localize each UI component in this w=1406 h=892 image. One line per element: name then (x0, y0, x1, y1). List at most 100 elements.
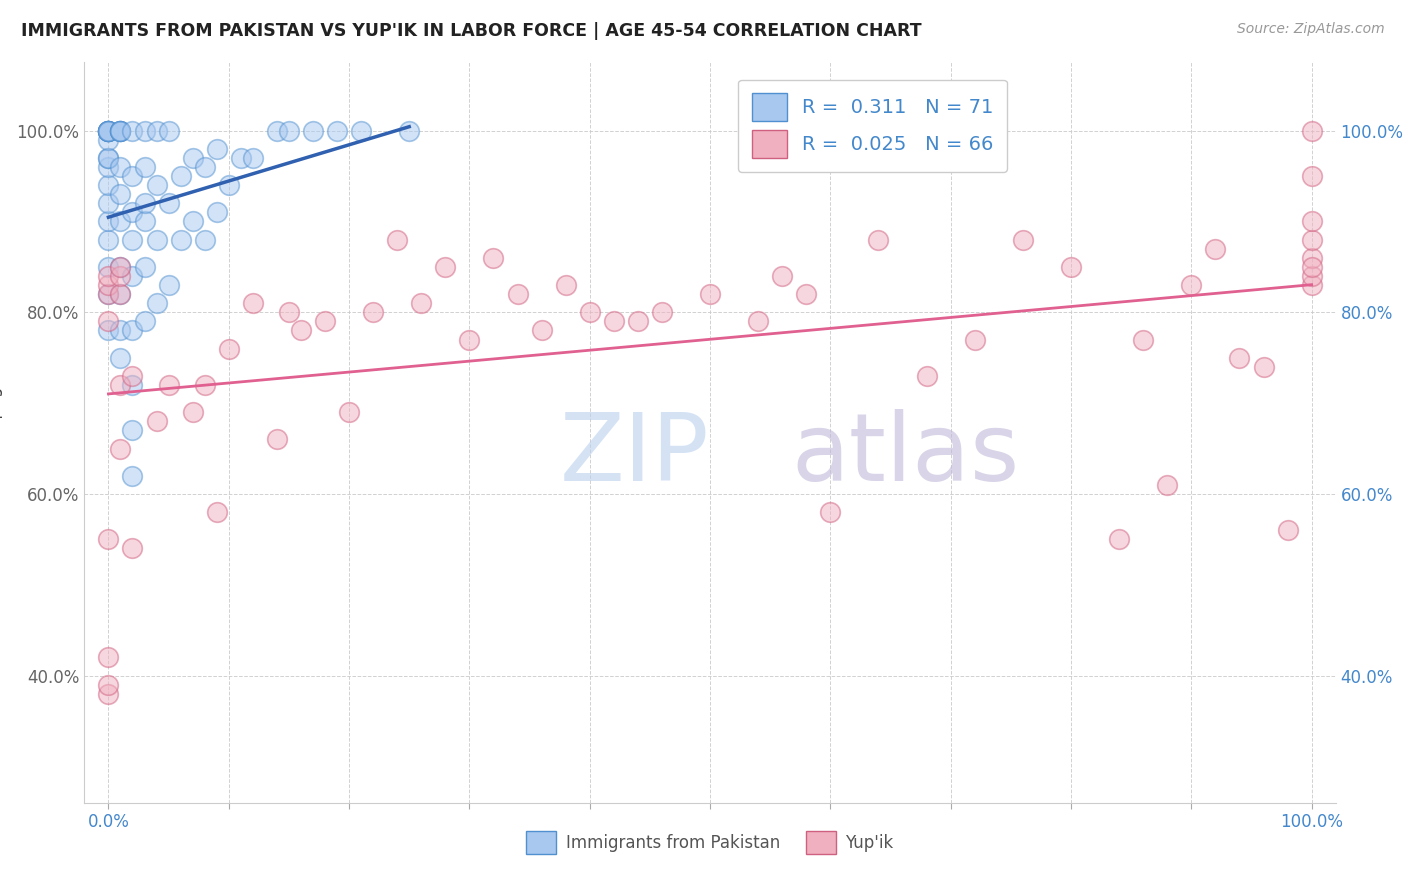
Point (218, 342, 240, 356)
Point (1301, 123, 1323, 137)
Point (121, 205, 143, 219)
Point (314, 314, 336, 328)
Point (110, 160, 132, 174)
Point (1156, 478, 1178, 492)
Point (97, 123, 120, 137)
Point (411, 296, 433, 310)
Point (145, 296, 167, 310)
Point (1132, 333, 1154, 347)
Point (627, 314, 650, 328)
Point (1301, 260, 1323, 274)
Point (145, 233, 167, 247)
Y-axis label: In Labor Force | Age 45-54: In Labor Force | Age 45-54 (0, 323, 3, 542)
Point (97, 123, 120, 137)
Point (1301, 278, 1323, 293)
Point (110, 123, 132, 137)
Point (97, 260, 120, 274)
Point (97, 278, 120, 293)
Point (1301, 251, 1323, 265)
Point (458, 333, 481, 347)
Point (194, 378, 217, 392)
Point (97, 196, 120, 211)
Point (97, 687, 120, 701)
Point (97, 151, 120, 165)
Text: IMMIGRANTS FROM PAKISTAN VS YUP'IK IN LABOR FORCE | AGE 45-54 CORRELATION CHART: IMMIGRANTS FROM PAKISTAN VS YUP'IK IN LA… (21, 22, 922, 40)
Point (145, 178, 167, 192)
Point (398, 123, 420, 137)
Point (157, 378, 180, 392)
Point (110, 287, 132, 301)
Point (110, 268, 132, 283)
Point (110, 214, 132, 228)
Point (770, 268, 793, 283)
Point (1301, 169, 1323, 183)
Point (134, 196, 156, 211)
Point (1253, 359, 1275, 374)
Point (277, 305, 299, 319)
Point (97, 178, 120, 192)
Point (97, 678, 120, 692)
Point (134, 314, 156, 328)
Point (1060, 260, 1083, 274)
Point (434, 260, 457, 274)
Point (134, 123, 156, 137)
Point (97, 268, 120, 283)
Point (110, 123, 132, 137)
Point (385, 233, 409, 247)
Legend: Immigrants from Pakistan, Yup'ik: Immigrants from Pakistan, Yup'ik (520, 824, 900, 861)
Point (242, 296, 264, 310)
Point (1301, 214, 1323, 228)
Point (97, 151, 120, 165)
Point (169, 233, 191, 247)
Point (110, 260, 132, 274)
Point (97, 123, 120, 137)
Point (266, 433, 288, 447)
Point (110, 378, 132, 392)
Point (205, 142, 228, 156)
Point (302, 123, 325, 137)
Point (145, 414, 167, 428)
Point (915, 368, 938, 383)
Point (110, 123, 132, 137)
Point (121, 368, 143, 383)
Point (794, 287, 817, 301)
Point (157, 123, 180, 137)
Point (134, 160, 156, 174)
Point (121, 468, 143, 483)
Point (97, 287, 120, 301)
Point (963, 333, 986, 347)
Point (1180, 278, 1202, 293)
Point (1301, 233, 1323, 247)
Point (97, 323, 120, 337)
Point (578, 305, 600, 319)
Point (554, 278, 576, 293)
Point (868, 233, 890, 247)
Point (482, 251, 505, 265)
Point (157, 196, 180, 211)
Point (326, 123, 349, 137)
Point (121, 169, 143, 183)
Point (277, 123, 299, 137)
Point (110, 287, 132, 301)
Point (242, 151, 264, 165)
Text: ZIP: ZIP (560, 409, 710, 500)
Point (97, 533, 120, 547)
Point (121, 323, 143, 337)
Point (145, 123, 167, 137)
Point (820, 505, 842, 519)
Point (97, 160, 120, 174)
Point (134, 214, 156, 228)
Point (157, 278, 180, 293)
Point (603, 314, 626, 328)
Point (121, 541, 143, 556)
Point (181, 151, 204, 165)
Point (1204, 242, 1226, 256)
Point (97, 287, 120, 301)
Point (699, 287, 721, 301)
Point (1277, 523, 1299, 537)
Point (506, 287, 529, 301)
Point (530, 323, 553, 337)
Text: atlas: atlas (792, 409, 1019, 500)
Point (350, 123, 373, 137)
Point (121, 378, 143, 392)
